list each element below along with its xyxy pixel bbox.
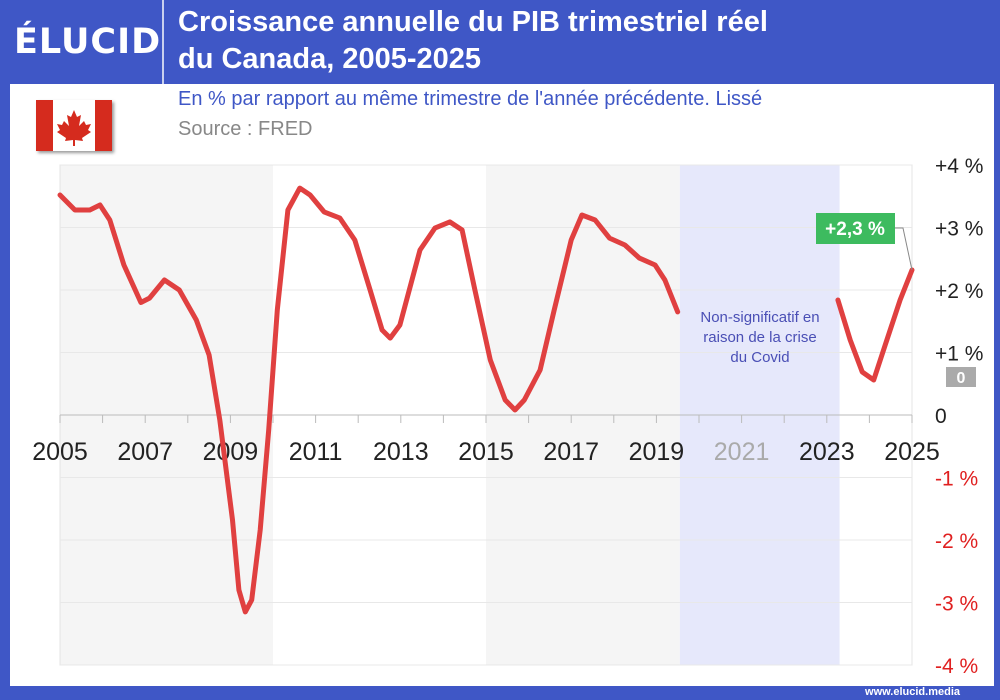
y-tick-label: -1 % [935, 468, 978, 491]
title-line-2: du Canada, 2005-2025 [178, 43, 482, 75]
y-tick-label: +2 % [935, 280, 983, 303]
y-tick-label: -2 % [935, 530, 978, 553]
page-title: Croissance annuelle du PIB trimestriel r… [178, 4, 768, 78]
source: Source : FRED [178, 118, 313, 140]
x-tick-label: 2009 [203, 438, 259, 466]
footer-url[interactable]: www.elucid.media [865, 686, 960, 698]
elucid-logo: ÉLUCID [14, 22, 162, 62]
y-tick-label: +3 % [935, 218, 983, 241]
x-tick-label: 2005 [32, 438, 88, 466]
gdp-growth-line [835, 267, 915, 383]
y-tick-label: 0 [935, 405, 947, 428]
y-tick-label: -4 % [935, 655, 978, 678]
covid-note: raison de la crise [703, 329, 816, 346]
subtitle: En % par rapport au même trimestre de l'… [178, 88, 763, 110]
x-tick-label: 2017 [543, 438, 599, 466]
header [0, 0, 1000, 84]
x-tick-label: 2011 [289, 438, 343, 466]
x-tick-label: 2021 [714, 438, 770, 466]
leader-line [895, 227, 913, 271]
x-tick-label: 2013 [373, 438, 429, 466]
x-tick-label: 2015 [458, 438, 514, 466]
canada-flag-icon [36, 100, 112, 151]
zero-badge [946, 367, 976, 387]
y-tick-label: +4 % [935, 155, 983, 178]
zero-badge-label: 0 [957, 370, 966, 387]
title-line-1: Croissance annuelle du PIB trimestriel r… [178, 6, 768, 38]
covid-note: Non-significatif en [700, 309, 819, 326]
x-tick-label: 2023 [799, 438, 855, 466]
header-divider [162, 0, 164, 84]
last-value-badge [816, 213, 895, 244]
y-tick-label: -3 % [935, 593, 978, 616]
last-value-label: +2,3 % [825, 219, 885, 240]
x-tick-label: 2019 [629, 438, 685, 466]
gdp-growth-line [57, 185, 681, 615]
x-tick-label: 2007 [117, 438, 173, 466]
covid-note: du Covid [730, 349, 789, 366]
x-tick-label: 2025 [884, 438, 940, 466]
y-tick-label: +1 % [935, 343, 983, 366]
